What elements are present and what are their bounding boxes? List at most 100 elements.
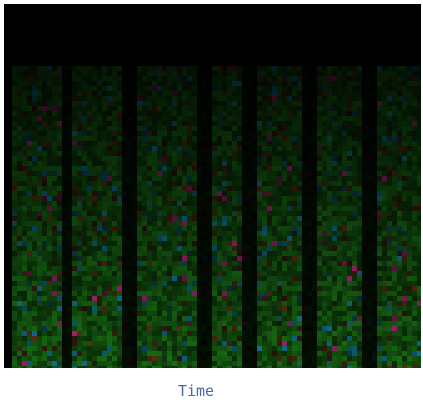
spectrogram-cell	[287, 86, 292, 91]
spectrogram-cell	[387, 111, 392, 116]
spectrogram-cell	[307, 306, 312, 311]
spectrogram-cell	[12, 241, 17, 246]
spectrogram-cell	[397, 151, 402, 156]
spectrogram-cell	[197, 121, 202, 126]
spectrogram-cell	[207, 66, 212, 71]
spectrogram-cell	[37, 246, 42, 251]
spectrogram-cell	[27, 311, 32, 316]
spectrogram-cell	[62, 236, 67, 241]
spectrogram-cell	[187, 351, 192, 356]
spectrogram-cell	[402, 361, 407, 366]
spectrogram-cell	[417, 136, 421, 141]
spectrogram-cell	[297, 306, 302, 311]
spectrogram-cell	[297, 171, 302, 176]
spectrogram-cell	[397, 336, 402, 341]
spectrogram-cell	[17, 366, 22, 368]
spectrogram-cell	[202, 241, 207, 246]
spectrogram-cell	[192, 161, 197, 166]
spectrogram-cell	[137, 211, 142, 216]
spectrogram-cell	[192, 191, 197, 196]
spectrogram-cell	[342, 211, 347, 216]
spectrogram-cell	[152, 116, 157, 121]
spectrogram-cell	[392, 151, 397, 156]
spectrogram-cell	[132, 286, 137, 291]
spectrogram-cell	[42, 311, 47, 316]
spectrogram-cell	[97, 196, 102, 201]
spectrogram-cell	[412, 281, 417, 286]
spectrogram-cell	[362, 356, 367, 361]
spectrogram-cell	[137, 261, 142, 266]
spectrogram-cell	[107, 126, 112, 131]
spectrogram-cell	[162, 301, 167, 306]
spectrogram-cell	[242, 336, 247, 341]
spectrogram-cell	[397, 236, 402, 241]
spectrogram-cell	[227, 201, 232, 206]
spectrogram-cell	[307, 151, 312, 156]
spectrogram-cell	[167, 316, 172, 321]
spectrogram-cell	[177, 306, 182, 311]
spectrogram-cell	[47, 136, 52, 141]
spectrogram-cell	[307, 296, 312, 301]
spectrogram-cell	[122, 86, 127, 91]
spectrogram-cell	[107, 81, 112, 86]
spectrogram-cell	[392, 356, 397, 361]
spectrogram-cell	[262, 181, 267, 186]
spectrogram-cell	[247, 246, 252, 251]
spectrogram-cell	[387, 86, 392, 91]
spectrogram-cell	[232, 116, 237, 121]
spectrogram-cell	[387, 191, 392, 196]
spectrogram-cell	[87, 106, 92, 111]
spectrogram-cell	[407, 116, 412, 121]
spectrogram-cell	[17, 361, 22, 366]
spectrogram-cell	[187, 166, 192, 171]
spectrogram-cell	[127, 306, 132, 311]
spectrogram-cell	[137, 131, 142, 136]
spectrogram-cell	[207, 71, 212, 76]
spectrogram-cell	[317, 106, 322, 111]
spectrogram-cell	[217, 356, 222, 361]
spectrogram-cell	[137, 156, 142, 161]
spectrogram-cell	[242, 356, 247, 361]
spectrogram-cell	[122, 231, 127, 236]
spectrogram-cell	[287, 81, 292, 86]
spectrogram-cell	[147, 271, 152, 276]
spectrogram-cell	[97, 71, 102, 76]
spectrogram-cell	[102, 326, 107, 331]
spectrogram-cell	[27, 106, 32, 111]
spectrogram-cell	[27, 176, 32, 181]
spectrogram-cell	[177, 146, 182, 151]
spectrogram-cell	[12, 226, 17, 231]
spectrogram-cell	[157, 236, 162, 241]
spectrogram-cell	[322, 126, 327, 131]
spectrogram-cell	[352, 241, 357, 246]
spectrogram-cell	[192, 211, 197, 216]
spectrogram-cell	[57, 161, 62, 166]
spectrogram-cell	[302, 291, 307, 296]
spectrogram-cell	[232, 246, 237, 251]
spectrogram-cell	[322, 341, 327, 346]
spectrogram-cell	[397, 296, 402, 301]
spectrogram-cell	[302, 351, 307, 356]
spectrogram-cell	[242, 296, 247, 301]
spectrogram-cell	[127, 81, 132, 86]
spectrogram-cell	[132, 86, 137, 91]
spectrogram-cell	[12, 361, 17, 366]
spectrogram-cell	[107, 216, 112, 221]
spectrogram-cell	[347, 356, 352, 361]
spectrogram-cell	[287, 206, 292, 211]
spectrogram-cell	[322, 66, 327, 71]
spectrogram-cell	[322, 136, 327, 141]
spectrogram-cell	[147, 306, 152, 311]
spectrogram-cell	[332, 291, 337, 296]
spectrogram-cell	[262, 341, 267, 346]
spectrogram-cell	[32, 86, 37, 91]
spectrogram-cell	[157, 131, 162, 136]
spectrogram-cell	[397, 261, 402, 266]
spectrogram-cell	[387, 286, 392, 291]
spectrogram-cell	[77, 71, 82, 76]
spectrogram-cell	[337, 91, 342, 96]
spectrogram-cell	[137, 316, 142, 321]
spectrogram-cell	[392, 306, 397, 311]
spectrogram-cell	[412, 206, 417, 211]
spectrogram-cell	[382, 131, 387, 136]
